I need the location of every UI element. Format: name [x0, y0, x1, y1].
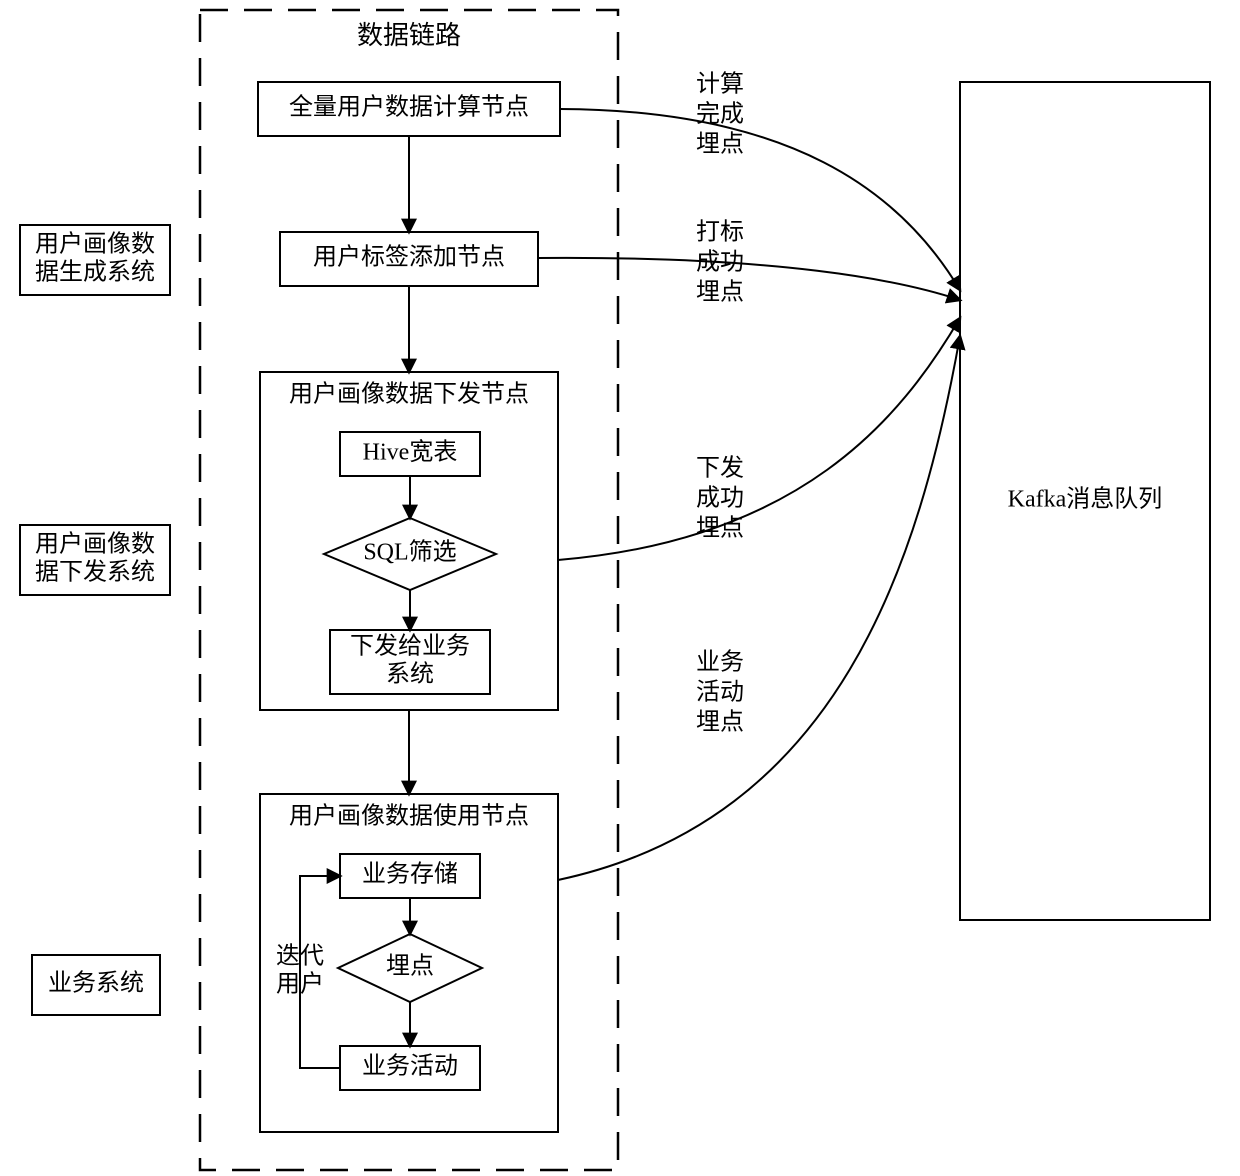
diagram-canvas: 数据链路用户画像数据生成系统用户画像数据下发系统业务系统Kafka消息队列全量用…	[0, 0, 1240, 1176]
n3b-label: SQL筛选	[363, 539, 456, 566]
a1-line: 计算	[696, 71, 744, 98]
n3c-line: 系统	[386, 661, 434, 688]
lbl-dist-line: 据下发系统	[35, 559, 155, 586]
lbl-biz-line: 业务系统	[48, 970, 144, 997]
a2-line: 成功	[696, 249, 744, 276]
n4-title: 用户画像数据使用节点	[289, 803, 529, 830]
a1-line: 埋点	[696, 131, 744, 158]
a4-line: 业务	[696, 649, 744, 676]
a3-line: 成功	[696, 485, 744, 512]
a3-line: 埋点	[696, 515, 744, 542]
a4-line: 活动	[696, 679, 744, 706]
edge-n2-kafka	[538, 258, 960, 300]
data-link-title: 数据链路	[357, 21, 461, 50]
n4c-label: 业务活动	[362, 1053, 458, 1080]
kafka-label: Kafka消息队列	[1008, 486, 1163, 513]
a1-line: 完成	[696, 101, 744, 128]
lbl-dist-line: 用户画像数	[35, 531, 155, 558]
n1-label: 全量用户数据计算节点	[289, 94, 529, 121]
a2-line: 埋点	[696, 279, 744, 306]
n3-title: 用户画像数据下发节点	[289, 381, 529, 408]
a4-line: 埋点	[696, 709, 744, 736]
a3-line: 下发	[696, 455, 744, 482]
n4a-label: 业务存储	[362, 861, 458, 888]
lbl-gen-line: 用户画像数	[35, 231, 155, 258]
n2-label: 用户标签添加节点	[313, 244, 505, 271]
n4b-label: 埋点	[386, 953, 434, 980]
edge-n1-kafka	[560, 109, 960, 290]
loop-label: 迭代	[276, 943, 324, 970]
lbl-gen-line: 据生成系统	[35, 259, 155, 286]
n3c-line: 下发给业务	[350, 633, 470, 660]
a2-line: 打标	[696, 219, 744, 246]
loop-label: 用户	[276, 971, 324, 998]
n3a-label: Hive宽表	[363, 439, 458, 466]
